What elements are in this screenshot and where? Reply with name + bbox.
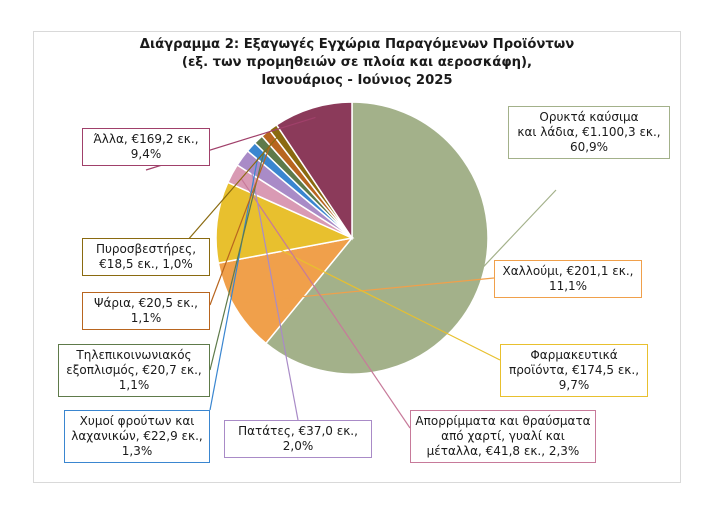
slice-label-2-line-1: προϊόντα, €174,5 εκ., bbox=[508, 363, 640, 377]
pie-slice-1 bbox=[217, 236, 354, 345]
slice-label-7-line-0: Ψάρια, €20,5 εκ., bbox=[94, 296, 198, 310]
slice-label-9: Άλλα, €169,2 εκ., 9,4% bbox=[82, 128, 210, 166]
slice-label-5: Χυμοί φρούτων και λαχανικών, €22,9 εκ., 1,… bbox=[64, 410, 210, 463]
slice-label-4-line-0: Πατάτες, €37,0 εκ., bbox=[238, 424, 358, 438]
leader-line-1 bbox=[243, 277, 495, 303]
slice-label-2-line-2: 9,7% bbox=[558, 378, 590, 392]
slice-label-7-line-1: 1,1% bbox=[130, 311, 162, 325]
slice-label-3: Απορρίμματα και θραύσματα από χαρτί, γυαλ… bbox=[410, 410, 596, 463]
slice-label-6-line-1: εξοπλισμός, €20,7 εκ., bbox=[66, 363, 202, 377]
slice-label-6-line-2: 1,1% bbox=[118, 378, 150, 392]
slice-label-0: Ορυκτά καύσιμα και λάδια, €1.100,3 εκ., 60… bbox=[508, 106, 670, 159]
slice-label-1: Χαλλούμι, €201,1 εκ., 11,1% bbox=[494, 260, 642, 298]
chart-title-line-2: (εξ. των προμηθειών σε πλοία και αεροσκά… bbox=[181, 55, 533, 70]
slice-label-4: Πατάτες, €37,0 εκ., 2,0% bbox=[224, 420, 372, 458]
slice-label-8-line-1: €18,5 εκ., 1,0% bbox=[99, 257, 193, 271]
slice-label-3-line-2: μέταλλα, €41,8 εκ., 2,3% bbox=[426, 444, 580, 458]
slice-label-9-line-1: 9,4% bbox=[130, 147, 162, 161]
pie-slices bbox=[215, 101, 489, 375]
chart-title-line-3: Ιανουάριος - Ιούνιος 2025 bbox=[261, 73, 453, 88]
pie-slice-9 bbox=[275, 101, 353, 241]
slice-label-8: Πυροσβεστήρες, €18,5 εκ., 1,0% bbox=[82, 238, 210, 276]
slice-label-4-line-1: 2,0% bbox=[282, 439, 314, 453]
slice-label-3-line-1: από χαρτί, γυαλί και bbox=[441, 429, 565, 443]
slice-label-6: Τηλεπικοινωνιακός εξοπλισμός, €20,7 εκ., 1… bbox=[58, 344, 210, 397]
slice-label-2: Φαρμακευτικά προϊόντα, €174,5 εκ., 9,7% bbox=[500, 344, 648, 397]
slice-label-0-line-1: και λάδια, €1.100,3 εκ., bbox=[517, 125, 661, 139]
leader-line-2 bbox=[226, 222, 501, 361]
slice-label-5-line-2: 1,3% bbox=[121, 444, 153, 458]
leader-lines bbox=[145, 116, 557, 429]
pie-slice-0 bbox=[264, 101, 489, 375]
slice-label-0-line-2: 60,9% bbox=[569, 140, 609, 154]
slice-label-3-line-0: Απορρίμματα και θραύσματα bbox=[415, 414, 591, 428]
pie-slice-2 bbox=[215, 181, 355, 265]
slice-label-1-line-0: Χαλλούμι, €201,1 εκ., bbox=[502, 264, 634, 278]
slice-label-0-line-0: Ορυκτά καύσιμα bbox=[539, 110, 639, 124]
chart-title-line-1: Διάγραμμα 2: Εξαγωγές Εγχώρια Παραγόμενω… bbox=[139, 37, 575, 52]
leader-line-3 bbox=[240, 177, 411, 429]
chart-title: Διάγραμμα 2: Εξαγωγές Εγχώρια Παραγόμενω… bbox=[0, 36, 714, 90]
slice-label-5-line-1: λαχανικών, €22,9 εκ., bbox=[71, 429, 203, 443]
slice-label-5-line-0: Χυμοί φρούτων και bbox=[79, 414, 195, 428]
leader-line-7 bbox=[209, 140, 273, 306]
slice-label-2-line-0: Φαρμακευτικά bbox=[530, 348, 618, 362]
slice-label-6-line-0: Τηλεπικοινωνιακός bbox=[76, 348, 192, 362]
slice-label-8-line-0: Πυροσβεστήρες, bbox=[95, 242, 197, 256]
slice-label-1-line-1: 11,1% bbox=[548, 279, 588, 293]
leader-line-0 bbox=[470, 189, 557, 281]
slice-label-9-line-0: Άλλα, €169,2 εκ., bbox=[93, 132, 199, 146]
leader-line-4 bbox=[249, 163, 299, 421]
slice-label-7: Ψάρια, €20,5 εκ., 1,1% bbox=[82, 292, 210, 330]
